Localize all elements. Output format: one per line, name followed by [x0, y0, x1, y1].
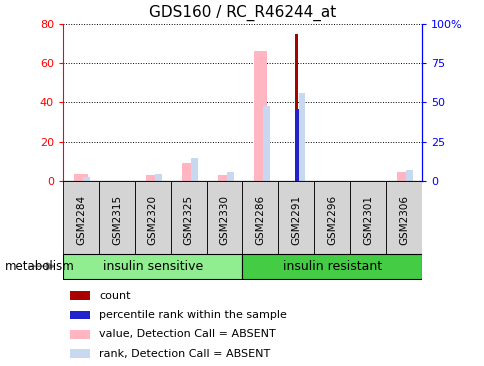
- Bar: [262, 107, 269, 181]
- Bar: [170, 181, 206, 258]
- Bar: [70, 330, 90, 339]
- Bar: [182, 164, 195, 181]
- Bar: [242, 254, 421, 279]
- Bar: [63, 181, 99, 258]
- Text: GSM2315: GSM2315: [112, 195, 121, 244]
- Bar: [217, 175, 231, 181]
- Text: GSM2296: GSM2296: [327, 195, 336, 244]
- Bar: [83, 177, 90, 181]
- Text: GSM2320: GSM2320: [148, 195, 157, 244]
- Text: value, Detection Call = ABSENT: value, Detection Call = ABSENT: [99, 329, 275, 339]
- Bar: [206, 181, 242, 258]
- Bar: [349, 181, 385, 258]
- Text: GSM2301: GSM2301: [363, 195, 372, 244]
- Text: GSM2325: GSM2325: [183, 195, 193, 244]
- Bar: [242, 181, 278, 258]
- Bar: [63, 254, 242, 279]
- Text: insulin sensitive: insulin sensitive: [103, 260, 202, 273]
- Bar: [70, 349, 90, 358]
- Bar: [253, 51, 267, 181]
- Text: GSM2306: GSM2306: [398, 195, 408, 244]
- Text: count: count: [99, 291, 130, 301]
- Bar: [74, 174, 88, 181]
- Bar: [406, 170, 412, 181]
- Bar: [385, 181, 421, 258]
- Bar: [99, 181, 135, 258]
- Text: GSM2286: GSM2286: [255, 195, 265, 244]
- Bar: [396, 172, 410, 181]
- Bar: [135, 181, 170, 258]
- Text: metabolism: metabolism: [5, 260, 75, 273]
- Text: GSM2284: GSM2284: [76, 195, 86, 244]
- Bar: [314, 181, 349, 258]
- Bar: [298, 93, 305, 181]
- Bar: [296, 109, 298, 181]
- Bar: [227, 172, 233, 181]
- Title: GDS160 / RC_R46244_at: GDS160 / RC_R46244_at: [149, 5, 335, 21]
- Bar: [278, 181, 314, 258]
- Text: GSM2330: GSM2330: [219, 195, 229, 244]
- Text: percentile rank within the sample: percentile rank within the sample: [99, 310, 286, 320]
- Text: insulin resistant: insulin resistant: [282, 260, 381, 273]
- Text: rank, Detection Call = ABSENT: rank, Detection Call = ABSENT: [99, 349, 270, 359]
- Bar: [70, 311, 90, 320]
- Bar: [191, 157, 197, 181]
- Text: GSM2291: GSM2291: [291, 195, 301, 244]
- Bar: [294, 34, 297, 181]
- Bar: [155, 174, 162, 181]
- Bar: [146, 175, 159, 181]
- Bar: [70, 291, 90, 300]
